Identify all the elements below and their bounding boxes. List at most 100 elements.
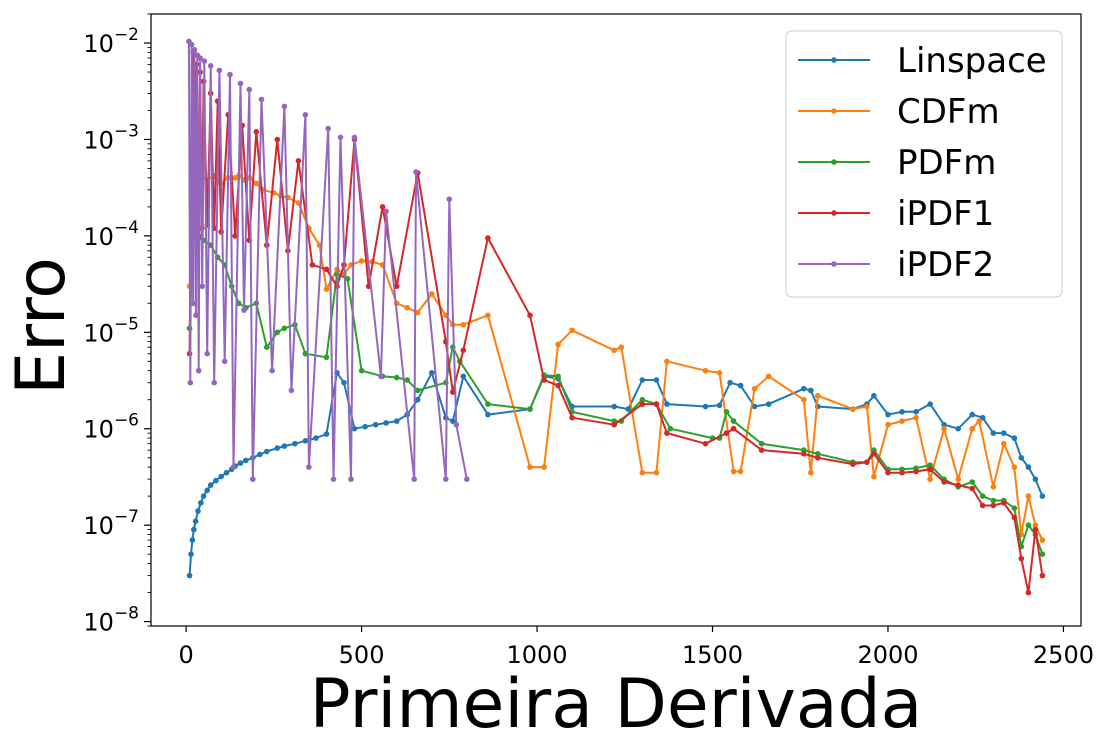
point-linspace [243, 457, 249, 464]
point-cdfm [485, 312, 491, 319]
point-linspace [1032, 476, 1039, 483]
point-ipdf1 [664, 430, 670, 436]
point-pdfm [639, 396, 646, 403]
point-cdfm [569, 327, 575, 334]
point-ipdf2 [464, 476, 470, 483]
point-linspace [702, 403, 709, 410]
point-linspace [885, 411, 891, 418]
point-pdfm [979, 493, 986, 499]
point-ipdf2 [383, 208, 389, 215]
point-linspace [257, 451, 263, 458]
x-tick-label: 500 [339, 641, 385, 669]
point-cdfm [990, 484, 997, 490]
point-ipdf1 [253, 129, 260, 135]
point-pdfm [667, 425, 674, 432]
point-linspace [664, 401, 670, 407]
point-linspace [341, 379, 347, 386]
y-tick-label: 10−3 [83, 121, 139, 154]
point-cdfm [808, 469, 814, 476]
point-ipdf2 [246, 86, 253, 93]
point-ipdf2 [306, 464, 312, 470]
point-ipdf2 [204, 350, 210, 357]
point-ipdf1 [815, 455, 821, 461]
point-ipdf2 [227, 71, 233, 78]
point-ipdf2 [201, 58, 208, 64]
point-ipdf1 [801, 451, 807, 457]
point-cdfm [871, 473, 877, 480]
y-tick-label: 10−5 [83, 314, 139, 347]
point-linspace [198, 500, 204, 506]
point-linspace [195, 508, 201, 514]
point-ipdf1 [979, 502, 986, 509]
legend: Linspace CDFm PDFm iPDF1 iPDF2 [785, 30, 1063, 298]
point-ipdf2 [288, 387, 295, 394]
point-cdfm [653, 469, 660, 476]
point-cdfm [1032, 522, 1039, 528]
point-cdfm [927, 476, 933, 483]
point-linspace [237, 460, 244, 466]
point-cdfm [730, 468, 737, 475]
point-ipdf2 [230, 464, 237, 470]
point-linspace [927, 401, 933, 407]
point-ipdf1 [955, 482, 961, 488]
point-ipdf1 [274, 136, 281, 143]
point-ipdf1 [850, 461, 856, 467]
point-ipdf1 [295, 158, 302, 164]
point-cdfm [955, 476, 961, 483]
point-ipdf1 [969, 485, 975, 492]
point-linspace [625, 406, 632, 412]
legend-item-cdfm: CDFm [798, 92, 1000, 132]
series-line-pdfm [188, 237, 1044, 555]
point-cdfm [801, 396, 807, 403]
point-cdfm [527, 464, 533, 470]
point-pdfm [358, 367, 365, 374]
legend-marker [831, 261, 837, 267]
point-linspace [323, 431, 330, 437]
point-cdfm [765, 373, 772, 380]
point-linspace [302, 438, 309, 444]
point-linspace [292, 440, 298, 447]
point-pdfm [274, 329, 281, 336]
point-cdfm [639, 469, 646, 476]
point-ipdf1 [1018, 555, 1025, 562]
legend-marker [831, 159, 837, 165]
point-ipdf1 [569, 414, 575, 421]
point-linspace [871, 392, 877, 399]
point-cdfm [815, 392, 821, 399]
point-linspace [611, 403, 617, 410]
point-linspace [192, 518, 199, 524]
y-tick-label: 10−7 [83, 507, 139, 540]
point-linspace [808, 387, 814, 394]
point-ipdf2 [446, 196, 453, 202]
point-cdfm [716, 370, 723, 376]
x-axis-title: Primeira Derivada [310, 665, 923, 744]
series-ipdf2 [186, 38, 470, 483]
point-linspace [218, 473, 224, 480]
legend-marker [831, 210, 837, 216]
point-ipdf1 [864, 459, 870, 466]
point-linspace [913, 409, 919, 415]
point-linspace [313, 435, 319, 441]
point-ipdf1 [393, 283, 400, 290]
point-ipdf2 [195, 367, 202, 374]
point-pdfm [414, 387, 421, 394]
point-linspace [186, 572, 193, 579]
point-linspace [751, 403, 758, 410]
point-cdfm [976, 418, 982, 424]
y-tick-label: 10−4 [83, 218, 139, 251]
point-linspace [264, 448, 270, 455]
point-cdfm [1001, 440, 1007, 447]
point-pdfm [323, 354, 330, 361]
point-ipdf1 [990, 502, 997, 509]
point-ipdf1 [913, 468, 919, 475]
point-linspace [362, 423, 368, 430]
point-linspace [414, 396, 421, 403]
point-ipdf1 [541, 377, 547, 383]
point-linspace [200, 493, 207, 499]
point-ipdf2 [348, 476, 354, 483]
point-ipdf2 [197, 55, 203, 61]
point-cdfm [751, 385, 758, 392]
legend-label: PDFm [897, 143, 996, 183]
point-linspace [223, 469, 230, 476]
